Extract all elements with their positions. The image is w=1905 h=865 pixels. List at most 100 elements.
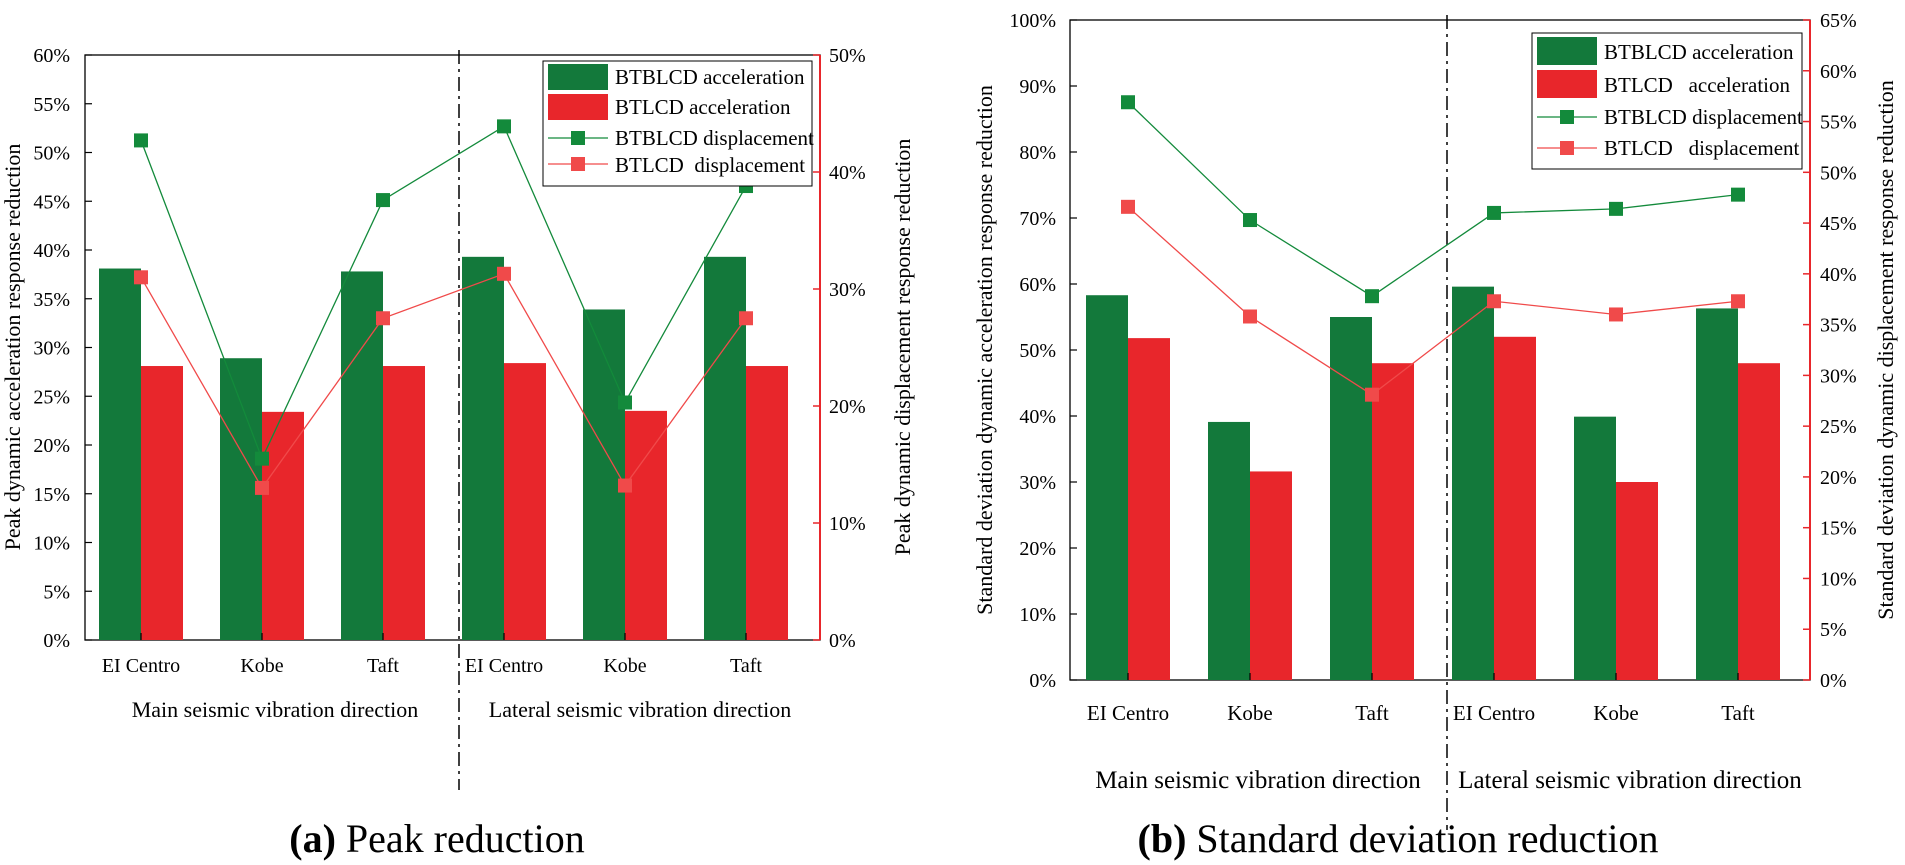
bar-btlcd-acceleration [1128, 338, 1170, 680]
category-label: Taft [367, 655, 399, 677]
caption-b: (b) Standard deviation reduction [1138, 816, 1659, 861]
category-label: EI Centro [1087, 701, 1169, 725]
legend-label-btlcd-displacement: BTLCD displacement [615, 153, 805, 177]
right-tick-label: 0% [1820, 670, 1847, 692]
right-tick-label: 30% [829, 279, 866, 301]
bar-btblcd-acceleration [1452, 286, 1494, 680]
legend-b: BTBLCD acceleration BTLCD acceleration B… [1531, 32, 1803, 170]
point-btblcd-displacement [1121, 95, 1135, 110]
point-btlcd-displacement [1121, 199, 1135, 214]
legend-label-btlcd-acceleration-b: BTLCD acceleration [1604, 73, 1791, 97]
caption-b-letter: (b) [1138, 816, 1187, 861]
category-label: Taft [1721, 701, 1755, 725]
bar-btlcd-acceleration [746, 366, 788, 640]
bar-btlcd-acceleration [1738, 363, 1780, 680]
bar-btblcd-acceleration [1696, 308, 1738, 680]
legend-label-btlcd-acceleration: BTLCD acceleration [615, 95, 791, 119]
point-btblcd-displacement [255, 451, 269, 466]
bar-btlcd-acceleration [1372, 363, 1414, 680]
left-tick-label: 20% [33, 435, 70, 457]
right-tick-label: 0% [829, 630, 856, 652]
category-label: EI Centro [1453, 701, 1535, 725]
right-axis-ticks-a: 0% 10% 20% 30% 40% 50% [813, 45, 866, 652]
left-tick-label: 90% [1019, 76, 1056, 98]
left-tick-label: 5% [43, 581, 70, 603]
bar-btblcd-acceleration [462, 256, 504, 640]
point-btblcd-displacement [376, 193, 390, 208]
bar-btlcd-acceleration [383, 366, 425, 640]
bar-btblcd-acceleration [1208, 421, 1250, 680]
left-axis-ticks-b: 0% 10% 20% 30% 40% 50% 60% 70% 80% 90% 100% [1009, 10, 1077, 692]
legend-a: BTBLCD acceleration BTLCD acceleration B… [542, 60, 814, 187]
right-tick-label: 40% [1820, 264, 1857, 286]
point-btblcd-displacement [1487, 205, 1501, 220]
point-btblcd-displacement [1243, 213, 1257, 228]
point-btlcd-displacement [739, 311, 753, 326]
point-btblcd-displacement [1365, 289, 1379, 304]
left-tick-label: 0% [43, 630, 70, 652]
category-label: EI Centro [102, 655, 180, 677]
group-label-lateral-b: Lateral seismic vibration direction [1458, 767, 1802, 794]
legend-label-btblcd-displacement-b: BTBLCD displacement [1604, 105, 1803, 129]
category-label: EI Centro [465, 655, 543, 677]
point-btlcd-displacement [1487, 294, 1501, 309]
right-tick-label: 5% [1820, 619, 1847, 641]
line-btblcd-displacement [1127, 101, 1739, 297]
left-tick-label: 20% [1019, 538, 1056, 560]
left-tick-label: 55% [33, 94, 70, 116]
right-tick-label: 35% [1820, 315, 1857, 337]
left-tick-label: 35% [33, 289, 70, 311]
point-btlcd-displacement [497, 266, 511, 281]
right-tick-label: 10% [829, 513, 866, 535]
group-label-main-a: Main seismic vibration direction [132, 697, 419, 722]
right-tick-label: 40% [829, 162, 866, 184]
line-btlcd-displacement [1127, 206, 1739, 396]
point-btlcd-displacement [134, 270, 148, 285]
right-tick-label: 10% [1820, 568, 1857, 590]
legend-marker-btblcd-displacement-b [1560, 110, 1574, 124]
left-tick-label: 100% [1009, 10, 1056, 32]
left-tick-label: 30% [1019, 472, 1056, 494]
caption-b-text: Standard deviation reduction [1186, 816, 1658, 861]
bar-btlcd-acceleration [625, 410, 667, 640]
legend-swatch-btblcd-acceleration-b [1537, 37, 1597, 65]
point-btlcd-displacement [1731, 294, 1745, 309]
bar-btblcd-acceleration [220, 358, 262, 640]
left-tick-label: 0% [1029, 670, 1056, 692]
right-tick-label: 30% [1820, 365, 1857, 387]
bar-btlcd-acceleration [141, 366, 183, 640]
point-btlcd-displacement [255, 480, 269, 495]
category-label: Kobe [1227, 701, 1273, 725]
bar-btblcd-acceleration [341, 271, 383, 640]
left-tick-label: 30% [33, 338, 70, 360]
chart-b-std-reduction: 0% 10% 20% 30% 40% 50% 60% 70% 80% 90% 100% 0% 5% 10… [972, 10, 1898, 861]
left-tick-label: 40% [33, 240, 70, 262]
category-label: Kobe [240, 655, 283, 677]
bar-btlcd-acceleration [1250, 471, 1292, 680]
category-label: Taft [730, 655, 762, 677]
legend-label-btlcd-displacement-b: BTLCD displacement [1604, 136, 1800, 160]
group-label-main-b: Main seismic vibration direction [1095, 767, 1421, 794]
right-tick-label: 55% [1820, 112, 1857, 134]
category-labels-b: EI Centro Kobe Taft EI Centro Kobe Taft [1087, 673, 1755, 725]
category-label: Kobe [1593, 701, 1639, 725]
bar-btblcd-acceleration [583, 309, 625, 640]
lines-b [1121, 95, 1745, 402]
y-right-label-a: Peak dynamic displacement response reduc… [890, 139, 915, 556]
right-tick-label: 20% [829, 396, 866, 418]
left-tick-label: 50% [33, 143, 70, 165]
point-btlcd-displacement [1609, 307, 1623, 322]
point-btblcd-displacement [618, 395, 632, 410]
point-btblcd-displacement [134, 133, 148, 148]
category-label: Taft [1355, 701, 1389, 725]
left-tick-label: 15% [33, 484, 70, 506]
point-btlcd-displacement [376, 311, 390, 326]
left-tick-label: 50% [1019, 340, 1056, 362]
caption-a-text: Peak reduction [336, 816, 585, 861]
chart-a-peak-reduction: 0% 5% 10% 15% 20% 25% 30% 35% 40% 45% 50% 55% 60% 0%… [0, 45, 915, 861]
right-tick-label: 25% [1820, 416, 1857, 438]
category-labels-a: EI Centro Kobe Taft EI Centro Kobe Taft [102, 633, 762, 677]
right-tick-label: 65% [1820, 10, 1857, 32]
right-tick-label: 50% [1820, 162, 1857, 184]
bars-b [1086, 286, 1780, 680]
